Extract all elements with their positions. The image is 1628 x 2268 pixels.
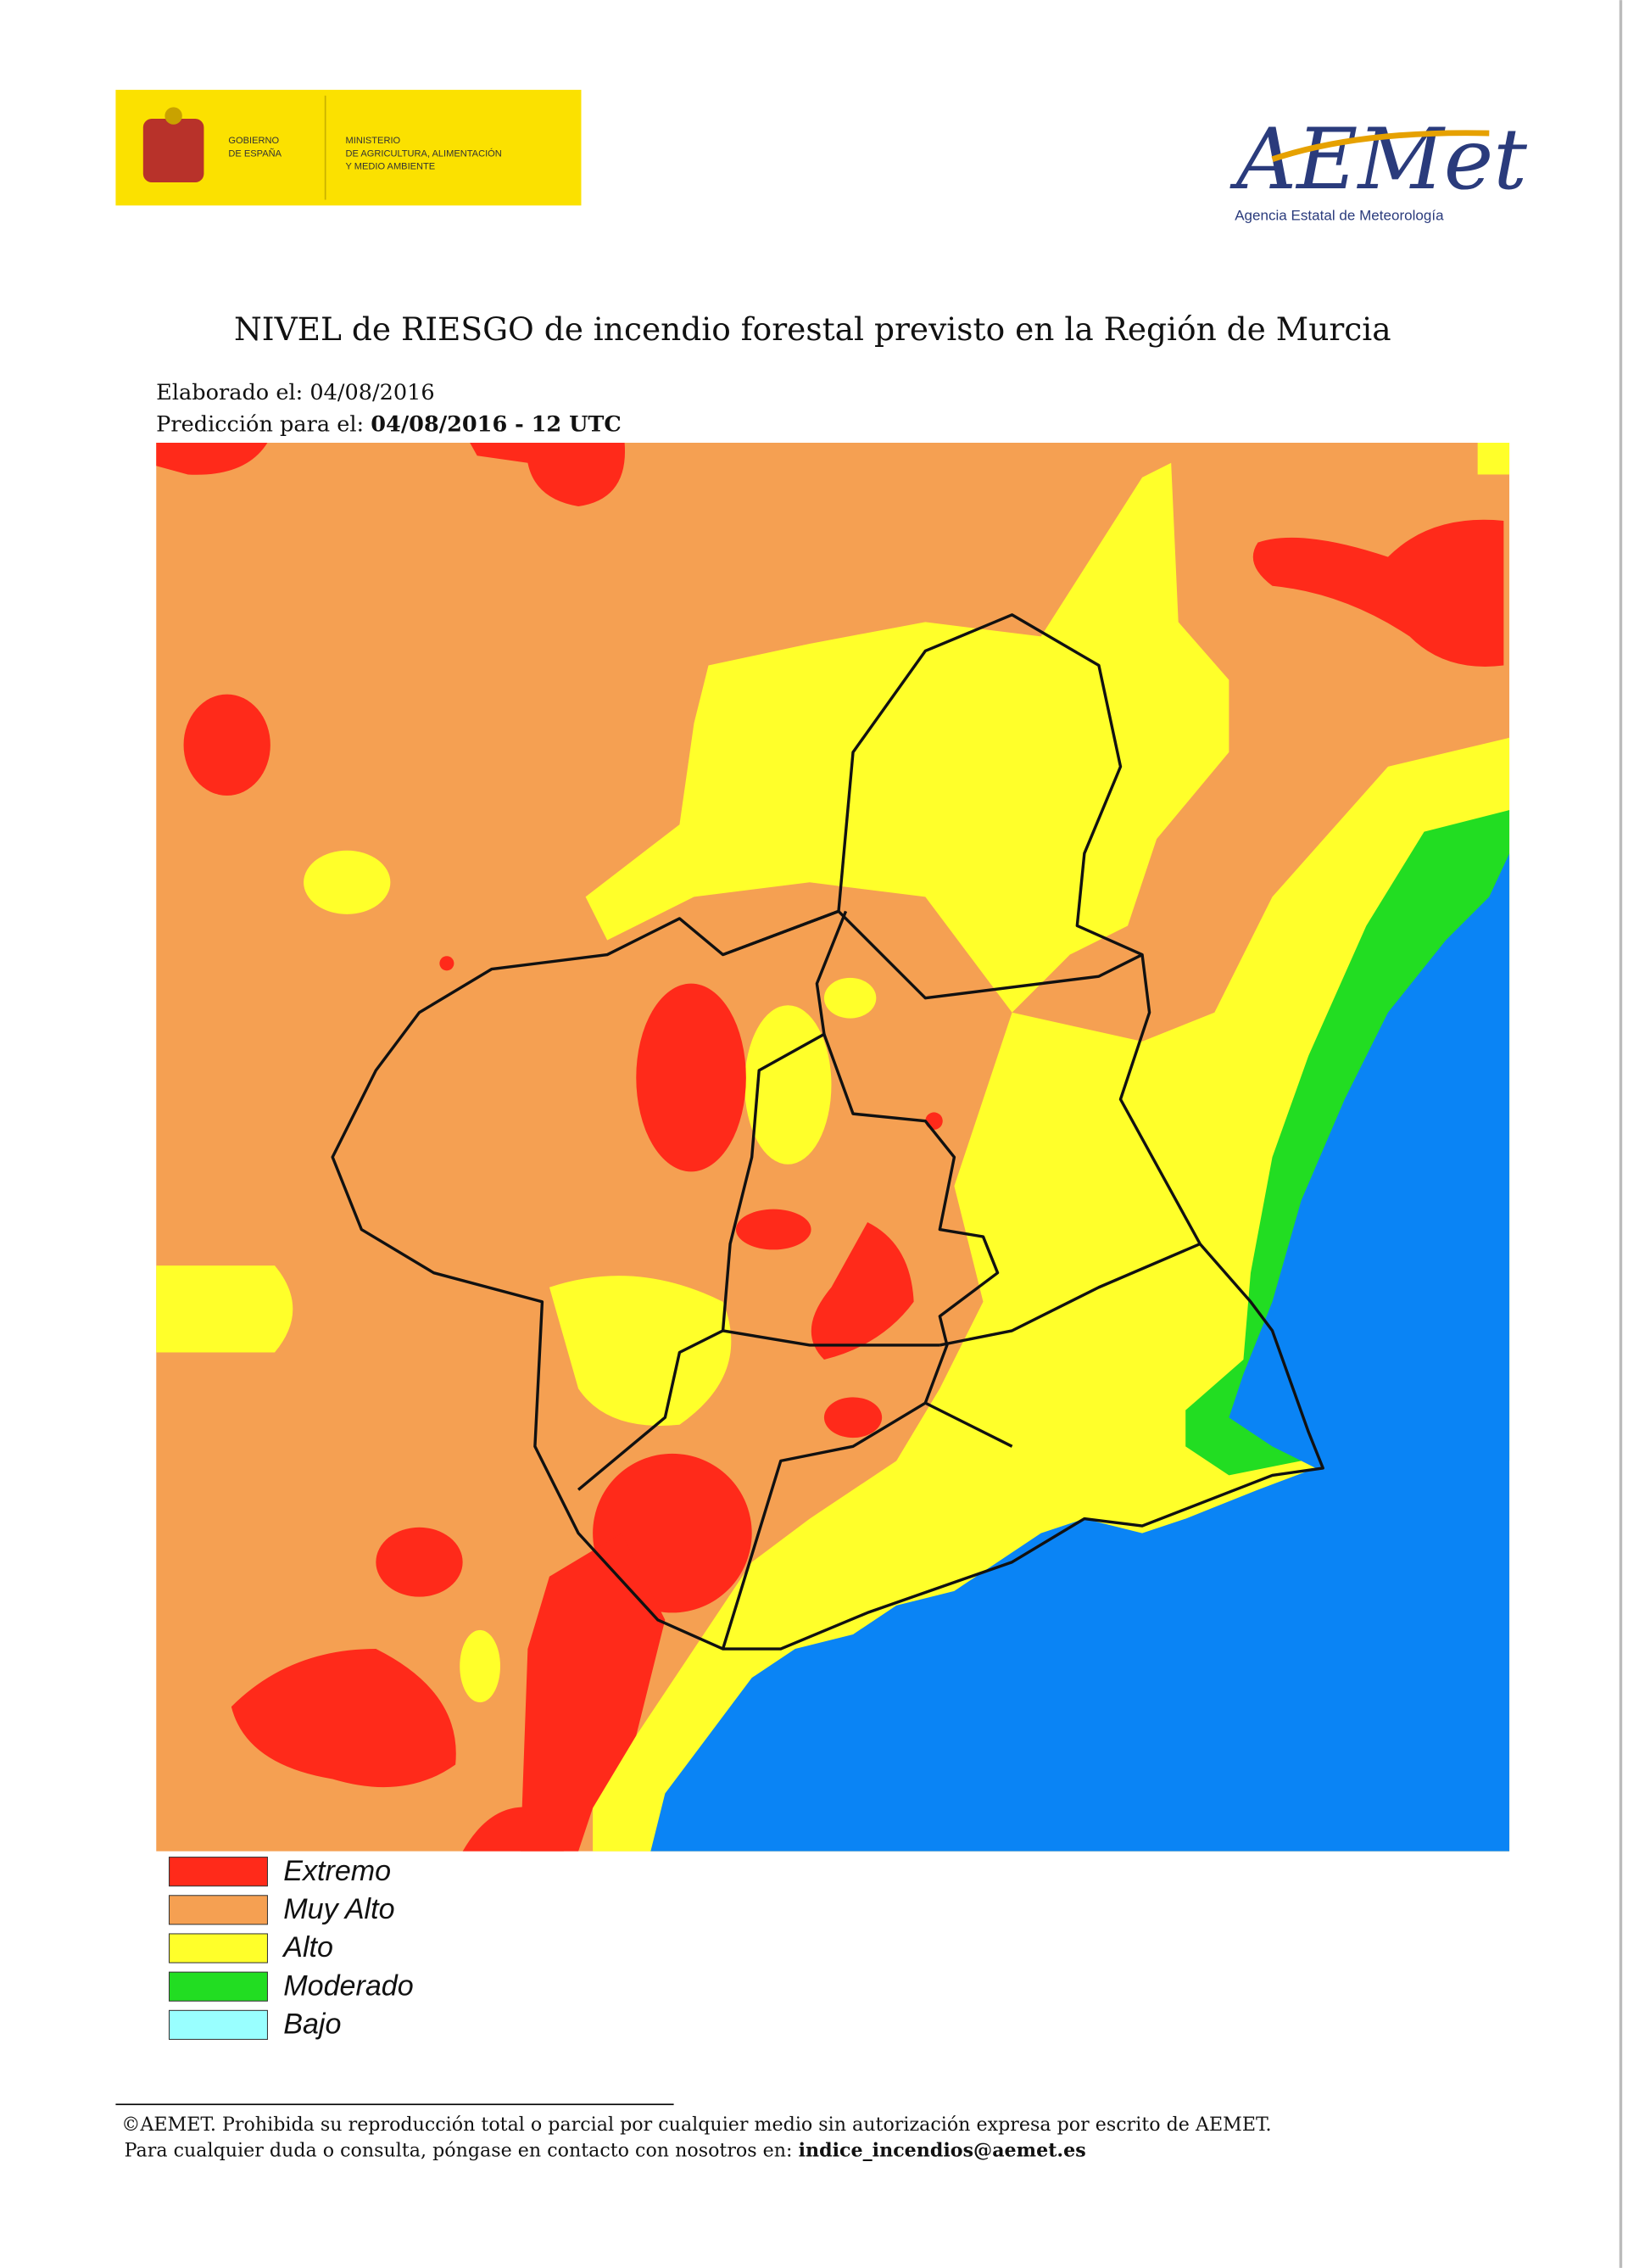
risk-area [823,1397,883,1438]
district-border [722,909,1143,1000]
risk-area [304,850,391,914]
legend-swatch [168,1895,268,1925]
government-logo: GOBIERNO DE ESPAÑA MINISTERIO DE AGRICUL… [115,89,582,206]
risk-area [1477,442,1510,475]
risk-area [636,983,746,1172]
legend-swatch [168,1971,268,2002]
coat-of-arms [142,118,204,183]
district-border [577,910,848,1491]
crown [164,107,182,125]
risk-area [376,1527,463,1597]
legend-label: Moderado [283,1969,414,2002]
issued-date: Elaborado el: 04/08/2016 [156,380,435,405]
legend-label: Alto [282,1931,333,1964]
risk-extreme-areas [156,442,1504,1852]
risk-area [744,1005,832,1165]
risk-area [811,1222,914,1360]
forecast-value: 04/08/2016 - 12 UTC [371,411,622,437]
risk-area [549,1276,732,1426]
agency-name: Agencia Estatal de Meteorología [1235,207,1444,223]
legend-label: Bajo [283,2008,341,2041]
risk-area [231,1649,456,1788]
risk-area [462,1807,565,1852]
government-line: GOBIERNO [228,136,279,146]
logo-swoosh [1271,130,1490,162]
risk-area [156,1265,293,1353]
footer-contact-text: Para cualquier duda o consulta, póngase … [125,2140,799,2162]
risk-area [439,956,454,971]
risk-area [735,1209,811,1250]
district-border [924,1401,1013,1448]
risk-area [156,442,268,475]
risk-map [156,442,1510,1852]
legend-swatch [168,1857,268,1887]
district-border [722,1329,940,1347]
sea [650,853,1510,1852]
risk-area [520,1533,666,1852]
ministry-line: Y MEDIO AMBIENTE [346,162,436,172]
risk-area [470,442,626,506]
ministry-line: MINISTERIO [346,136,401,146]
agency-logo: AEMet Agencia Estatal de Meteorología [1229,111,1527,224]
borders [331,613,1324,1651]
government-line: DE ESPAÑA [228,148,282,159]
ministry-line: DE AGRICULTURA, ALIMENTACIÓN [346,148,502,159]
legend-swatch [168,1933,268,1964]
legend-label: Muy Alto [283,1893,394,1925]
title: NIVEL de RIESGO de incendio forestal pre… [234,310,1391,348]
risk-area [585,462,1229,1013]
footer-copyright: ©AEMET. Prohibida su reproducción total … [121,2114,1271,2136]
legend-swatch [168,2009,268,2040]
footer-email: indice_incendios@aemet.es [799,2140,1086,2162]
risk-area [1252,519,1504,667]
risk-area [925,1112,943,1130]
risk-area [823,977,877,1019]
risk-area [460,1629,500,1703]
footer-contact: Para cualquier duda o consulta, póngase … [125,2140,1086,2162]
district-border [939,1243,1201,1347]
legend: Extremo Muy Alto Alto Moderado Bajo [168,1855,414,2041]
forecast-date: Predicción para el: 04/08/2016 - 12 UTC [156,411,622,437]
risk-area [183,694,270,796]
district-border [721,1033,1000,1650]
legend-label: Extremo [283,1855,391,1887]
forecast-label: Predicción para el: [156,411,371,437]
